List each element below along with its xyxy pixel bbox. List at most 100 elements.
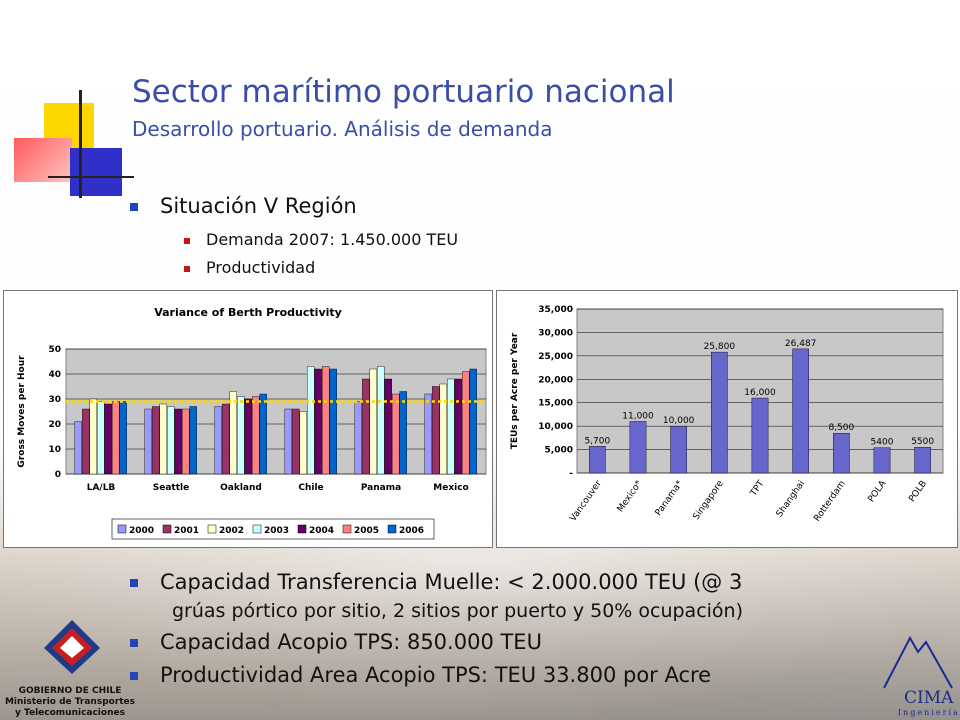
red-square [14, 138, 72, 182]
bar-2006 [469, 368, 477, 475]
data-label: 26,487 [785, 339, 817, 349]
bar-2000 [424, 393, 432, 475]
y-tick-label: 35,000 [538, 305, 573, 315]
y-axis-label: Gross Moves per Hour [17, 355, 27, 468]
gov-line-2: Ministerio de Transportes [4, 697, 136, 707]
gov-line-3: y Telecomunicaciones [15, 708, 125, 718]
bar-2005 [252, 396, 260, 475]
bar-2002 [439, 383, 447, 475]
y-tick-label: 30 [48, 395, 61, 405]
slide-subtitle: Desarrollo portuario. Análisis de demand… [132, 117, 553, 141]
bar-2003 [97, 401, 105, 475]
bullet-capacity-wharf-text: Capacidad Transferencia Muelle: < 2.000.… [160, 570, 743, 594]
bullet-icon [130, 203, 138, 211]
legend-label-2003: 2003 [264, 526, 289, 536]
bar-2005 [392, 393, 400, 475]
slide-title: Sector marítimo portuario nacional [132, 74, 675, 110]
bar-2001 [82, 408, 90, 475]
y-tick-label: 15,000 [538, 399, 573, 409]
bar-2001 [222, 403, 230, 475]
bar-2004 [174, 408, 182, 475]
subbullet-icon [184, 265, 190, 272]
bar-2006 [259, 393, 267, 475]
cima-logo: CIMA Ingeniería [880, 630, 958, 718]
bar [833, 432, 850, 474]
bullet-capacity-wharf-cont: grúas pórtico por sitio, 2 sitios por pu… [172, 600, 744, 622]
subbullet-productivity: Productividad [184, 258, 315, 277]
legend-swatch-2002 [207, 524, 217, 534]
berth-productivity-svg: Variance of Berth Productivity 0 10 20 30 40 5… [4, 291, 492, 547]
bar-2000 [144, 408, 152, 475]
data-label: 5,700 [584, 436, 610, 446]
bar-2001 [152, 406, 160, 475]
y-tick-label: 20,000 [538, 375, 573, 385]
legend-box [111, 518, 435, 540]
bar-2001 [432, 386, 440, 475]
subbullet-productivity-text: Productividad [206, 258, 316, 277]
legend-swatch-2000 [117, 524, 127, 534]
bar-2000 [214, 406, 222, 475]
legend-swatch-2001 [162, 524, 172, 534]
bar-2002 [299, 411, 307, 475]
legend-label-2004: 2004 [309, 526, 334, 536]
bullet-productivity-yard: Productividad Area Acopio TPS: TEU 33.80… [130, 663, 711, 687]
x-tick-label: Seattle [153, 483, 189, 493]
cima-subtitle: Ingeniería [898, 708, 960, 717]
legend-swatch-2004 [297, 524, 307, 534]
y-tick-label: 10,000 [538, 422, 573, 432]
horizontal-line [48, 176, 134, 178]
y-tick-label: 30,000 [538, 328, 573, 338]
bar-2006 [329, 368, 337, 475]
bar-2005 [182, 408, 190, 475]
teu-per-acre-svg: - 5,000 10,000 15,000 20,000 25,000 30,000 35,0… [497, 291, 957, 547]
data-label: 8,500 [828, 423, 854, 433]
bar-2002 [159, 403, 167, 475]
cima-name: CIMA [904, 688, 954, 708]
bullet-capacity-wharf: Capacidad Transferencia Muelle: < 2.000.… [130, 570, 742, 594]
teu-per-acre-chart: - 5,000 10,000 15,000 20,000 25,000 30,000 35,0… [496, 290, 958, 548]
legend-label-2006: 2006 [399, 526, 424, 536]
bar-2003 [377, 366, 385, 475]
data-label: 16,000 [744, 388, 776, 398]
bar [792, 348, 809, 474]
legend-swatch-2006 [387, 524, 397, 534]
legend-label-2002: 2002 [219, 526, 244, 536]
bullet-icon [130, 579, 138, 587]
mountain-icon [883, 635, 953, 689]
y-tick-label: 50 [48, 345, 61, 355]
bar-2003 [237, 396, 245, 475]
y-tick-label: 40 [48, 370, 61, 380]
data-label: 25,800 [704, 342, 736, 352]
y-tick-label: 5,000 [545, 446, 573, 456]
bar-2006 [189, 406, 197, 475]
bar-2006 [119, 401, 127, 475]
plot-area [65, 348, 487, 475]
bar-2004 [104, 403, 112, 475]
government-emblem-icon [44, 620, 100, 674]
subbullet-icon [184, 237, 190, 244]
legend-swatch-2005 [342, 524, 352, 534]
bullet-productivity-yard-text: Productividad Area Acopio TPS: TEU 33.80… [160, 663, 712, 687]
bar-2002 [229, 391, 237, 475]
bullet-capacity-yard: Capacidad Acopio TPS: 850.000 TEU [130, 630, 542, 654]
bar-2003 [167, 406, 175, 475]
subbullet-demand: Demanda 2007: 1.450.000 TEU [184, 230, 458, 249]
bar-2000 [74, 421, 82, 475]
bar-2001 [362, 378, 370, 475]
bar-2002 [369, 368, 377, 475]
bar-2006 [399, 391, 407, 475]
x-tick-label: Oakland [220, 483, 262, 493]
legend-label-2001: 2001 [174, 526, 199, 536]
bullet-main: Situación V Región [130, 194, 357, 218]
y-axis-label: TEUs per Acre per Year [510, 332, 520, 449]
y-tick-label: 25,000 [538, 352, 573, 362]
y-tick-label: 0 [55, 470, 61, 480]
y-tick-label: 20 [48, 420, 61, 430]
bar-2000 [354, 401, 362, 475]
bar [914, 447, 931, 474]
bar-2004 [454, 378, 462, 475]
x-tick-label: Chile [298, 483, 323, 493]
y-tick-label: - [569, 469, 573, 479]
slide-logo-graphic [0, 0, 140, 210]
x-tick-label: Mexico [433, 483, 468, 493]
